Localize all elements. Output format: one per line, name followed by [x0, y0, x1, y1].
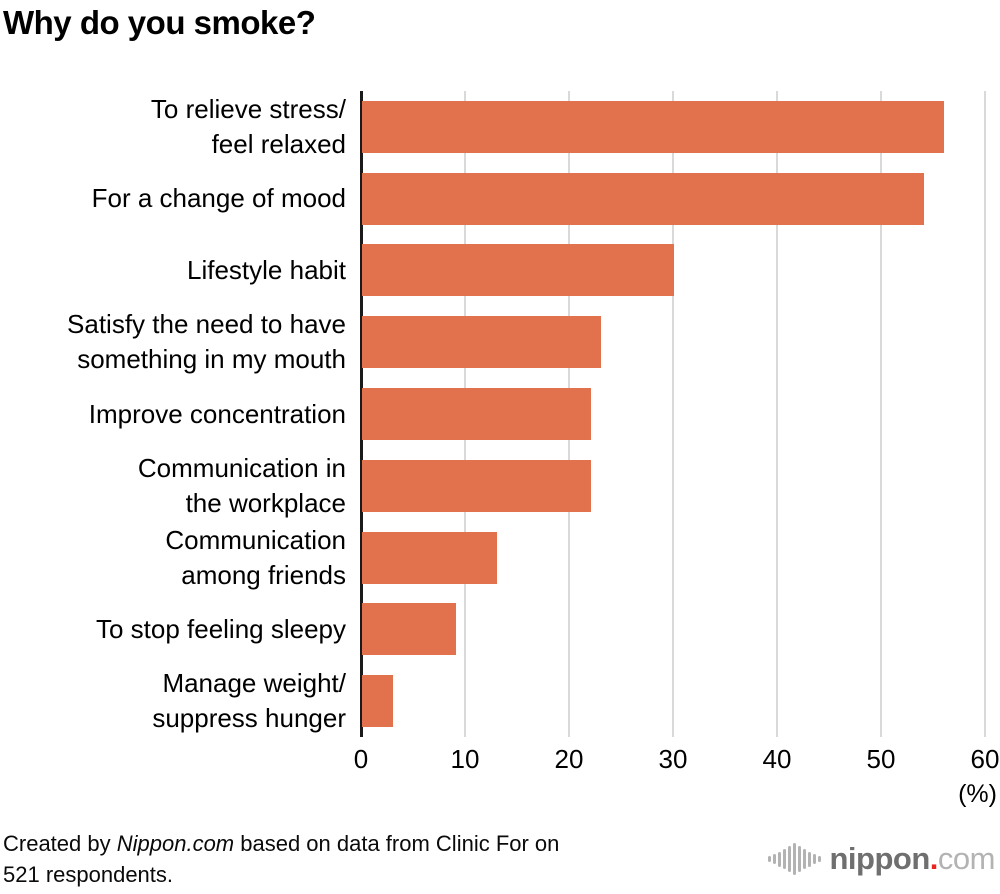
bar-chart: To relieve stress/ feel relaxed For a cha… [0, 91, 1000, 811]
gridline [880, 91, 882, 737]
category-label: Manage weight/ suppress hunger [152, 668, 346, 734]
bar-track [361, 172, 985, 225]
bar-row: Satisfy the need to have something in my… [0, 306, 1000, 378]
bar-track [361, 459, 985, 512]
bar-track [361, 316, 985, 369]
logo-dot: . [929, 841, 939, 876]
logo-tld: com [937, 841, 996, 876]
bar-row: For a change of mood [0, 163, 1000, 235]
category-label: Satisfy the need to have something in my… [67, 309, 346, 375]
bar [362, 172, 924, 225]
category-label: To relieve stress/ feel relaxed [150, 93, 346, 159]
source-suffix: based on data from Clinic For on 521 res… [3, 831, 560, 887]
bar-row: Manage weight/ suppress hunger [0, 665, 1000, 737]
x-tick-label: 50 [866, 744, 896, 774]
category-label: Lifestyle habit [187, 254, 346, 285]
bar [362, 603, 456, 656]
bar-track [361, 603, 985, 656]
chart-title: Why do you smoke? [3, 4, 316, 41]
x-tick-label: 30 [658, 744, 688, 774]
bar-track [361, 100, 985, 153]
nippon-logo: nippon.com [767, 841, 998, 877]
bar-row: Lifestyle habit [0, 235, 1000, 307]
bar-row: To relieve stress/ feel relaxed [0, 91, 1000, 163]
bar-row: To stop feeling sleepy [0, 593, 1000, 665]
x-tick-label: 40 [762, 744, 792, 774]
bar [362, 388, 591, 441]
category-label: Communication among friends [165, 524, 346, 590]
bar [362, 531, 498, 584]
bar [362, 316, 602, 369]
category-label: For a change of mood [91, 183, 346, 214]
bar [362, 459, 591, 512]
category-label: Improve concentration [88, 398, 346, 429]
x-tick-label: 0 [353, 744, 369, 774]
bar-row: Communication in the workplace [0, 450, 1000, 522]
x-tick-label: 60 [970, 744, 1000, 774]
bar-track [361, 388, 985, 441]
bar-track [361, 244, 985, 297]
gridline [775, 91, 778, 737]
bar [362, 100, 945, 153]
source-brand: Nippon.com [116, 831, 235, 856]
bar [362, 244, 674, 297]
category-label: Communication in the workplace [137, 452, 346, 518]
source-prefix: Created by [3, 831, 117, 856]
logo-word: nippon [829, 841, 931, 876]
footer: Created by Nippon.com based on data from… [3, 828, 997, 890]
y-axis-line [360, 91, 363, 737]
soundwave-bars-icon [767, 841, 821, 877]
source-note: Created by Nippon.com based on data from… [3, 828, 559, 890]
x-tick-label: 20 [554, 744, 584, 774]
bar-track [361, 531, 985, 584]
logo-text: nippon.com [830, 841, 996, 877]
x-axis-ticks: 0 10 20 30 40 50 60 [354, 744, 1000, 776]
bar-rows: To relieve stress/ feel relaxed For a cha… [0, 91, 1000, 737]
gridline [672, 91, 674, 737]
gridline [984, 91, 986, 737]
x-axis-unit-label: (%) [958, 780, 997, 808]
bar [362, 675, 394, 728]
category-label: To stop feeling sleepy [95, 613, 346, 644]
bar-row: Improve concentration [0, 378, 1000, 450]
bar-row: Communication among friends [0, 522, 1000, 594]
bar-track [361, 675, 985, 728]
x-tick-label: 10 [450, 744, 480, 774]
